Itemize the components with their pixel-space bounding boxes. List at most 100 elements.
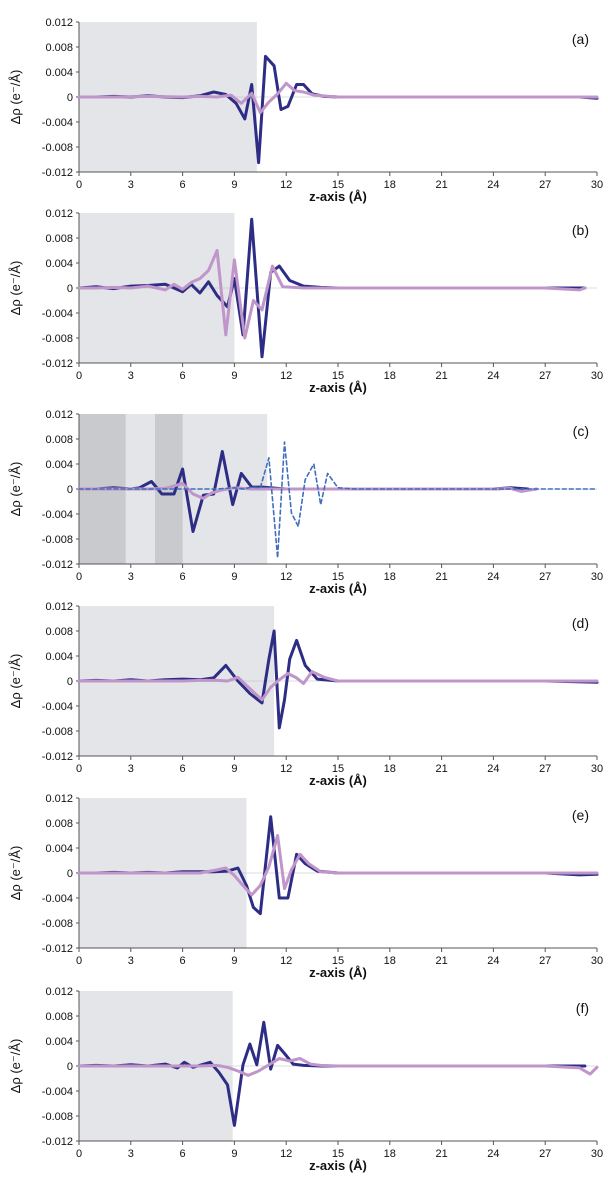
x-tick-label: 15 [332,1148,344,1160]
y-axis-title: Δρ (e⁻/Å) [8,261,23,316]
y-tick-label: -0.008 [42,333,73,345]
x-tick-label: 9 [231,955,237,967]
y-tick-label: -0.004 [42,509,73,521]
y-tick-label: 0.012 [45,409,73,421]
y-tick-label: -0.008 [42,142,73,154]
y-tick-label: 0.004 [45,651,73,663]
y-tick-label: 0.008 [45,42,73,54]
x-tick-label: 24 [487,763,499,775]
y-tick-label: -0.008 [42,918,73,930]
y-tick-label: 0 [67,676,73,688]
panel-label: (d) [572,615,589,631]
y-tick-label: 0.008 [45,626,73,638]
x-tick-label: 30 [591,179,603,191]
series-line-light [77,834,599,897]
x-axis-title: z-axis (Å) [309,773,367,788]
x-tick-label: 21 [435,370,447,382]
x-tick-label: 12 [280,179,292,191]
x-tick-label: 6 [180,571,186,583]
y-tick-label: 0.008 [45,233,73,245]
x-tick-label: 18 [384,370,396,382]
x-tick-label: 27 [539,571,551,583]
y-tick-label: -0.004 [42,701,73,713]
y-tick-label: 0.004 [45,67,73,79]
x-tick-label: 18 [384,1148,396,1160]
x-tick-label: 27 [539,1148,551,1160]
x-tick-label: 3 [128,179,134,191]
series-line-light [77,249,587,340]
x-tick-label: 24 [487,955,499,967]
x-axis-title: z-axis (Å) [309,1158,367,1173]
y-tick-label: 0.004 [45,843,73,855]
x-tick-label: 3 [128,955,134,967]
x-axis-title: z-axis (Å) [309,965,367,980]
x-tick-label: 0 [76,571,82,583]
y-tick-label: -0.012 [42,167,73,179]
x-tick-label: 18 [384,955,396,967]
y-axis-title: Δρ (e⁻/Å) [8,462,23,517]
y-tick-label: 0 [67,484,73,496]
x-tick-label: 30 [591,571,603,583]
x-tick-label: 9 [231,571,237,583]
x-tick-label: 3 [128,1148,134,1160]
y-tick-label: -0.012 [42,943,73,955]
y-axis-title: Δρ (e⁻/Å) [8,70,23,125]
y-tick-label: 0 [67,92,73,104]
y-tick-label: -0.012 [42,1136,73,1148]
x-tick-label: 18 [384,179,396,191]
x-tick-label: 24 [487,370,499,382]
y-tick-label: 0 [67,868,73,880]
x-tick-label: 27 [539,179,551,191]
y-tick-label: 0.004 [45,1036,73,1048]
x-tick-label: 15 [332,370,344,382]
x-tick-label: 12 [280,1148,292,1160]
panel-label: (f) [576,1000,589,1016]
y-tick-label: -0.004 [42,117,73,129]
x-tick-label: 9 [231,370,237,382]
x-tick-label: 0 [76,179,82,191]
y-tick-label: -0.008 [42,534,73,546]
x-tick-label: 27 [539,955,551,967]
x-axis-title: z-axis (Å) [309,189,367,204]
x-tick-label: 6 [180,955,186,967]
y-tick-label: 0.012 [45,208,73,220]
y-tick-label: 0 [67,1061,73,1073]
series-line-light [77,670,599,702]
x-tick-label: 18 [384,763,396,775]
y-tick-label: -0.012 [42,358,73,370]
x-tick-label: 21 [435,763,447,775]
y-tick-label: -0.008 [42,1111,73,1123]
y-axis-title: Δρ (e⁻/Å) [8,846,23,901]
x-tick-label: 12 [280,955,292,967]
y-axis-title: Δρ (e⁻/Å) [8,1039,23,1094]
x-tick-label: 3 [128,763,134,775]
x-tick-label: 24 [487,1148,499,1160]
y-tick-label: 0.012 [45,793,73,805]
x-tick-label: 24 [487,179,499,191]
y-tick-label: -0.008 [42,726,73,738]
series-line-light [77,1057,599,1077]
y-tick-label: 0.012 [45,986,73,998]
x-tick-label: 0 [76,763,82,775]
panel-label: (a) [572,31,589,47]
y-tick-label: -0.012 [42,559,73,571]
x-tick-label: 21 [435,571,447,583]
y-tick-label: -0.012 [42,751,73,763]
x-tick-label: 18 [384,571,396,583]
y-axis-title: Δρ (e⁻/Å) [8,654,23,709]
x-tick-label: 0 [76,1148,82,1160]
x-tick-label: 21 [435,955,447,967]
y-tick-label: 0.008 [45,818,73,830]
y-tick-label: 0.008 [45,434,73,446]
series-line-light [77,81,599,115]
x-tick-label: 15 [332,955,344,967]
y-tick-label: -0.004 [42,893,73,905]
x-tick-label: 15 [332,179,344,191]
x-axis-title: z-axis (Å) [309,380,367,395]
y-tick-label: 0.008 [45,1011,73,1023]
panel-label: (e) [572,807,589,823]
